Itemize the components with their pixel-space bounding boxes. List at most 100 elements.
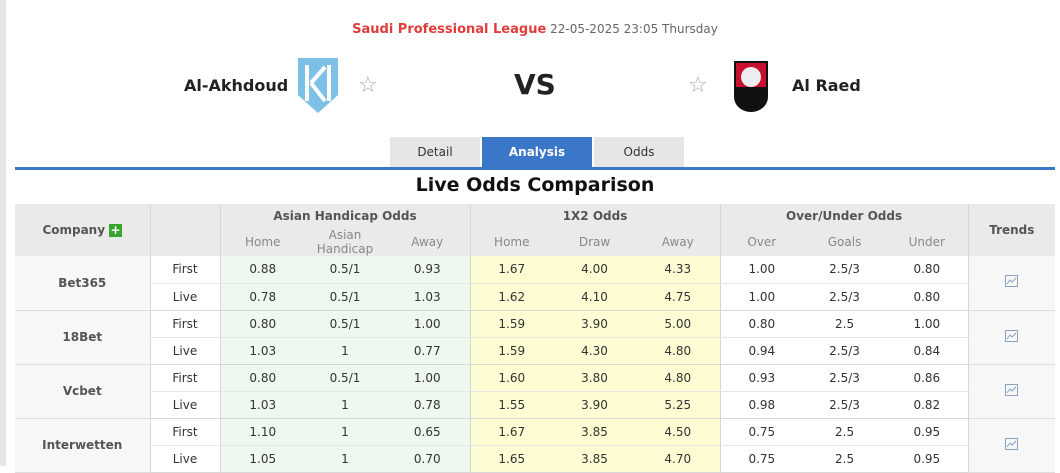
x12-odds-cell: 1.67 xyxy=(469,418,554,446)
company-name[interactable]: Interwetten xyxy=(15,418,150,473)
ah-odds-cell: 0.5/1 xyxy=(305,256,385,284)
ah-odds-cell: 1.05 xyxy=(219,445,305,473)
x12-odds-cell: 1.62 xyxy=(469,283,554,311)
ah-odds-cell: 0.70 xyxy=(385,445,471,473)
x12-odds-cell: 4.33 xyxy=(636,256,721,284)
ou-subheader: Goals xyxy=(803,228,887,256)
tab-bar: Detail Analysis Odds xyxy=(390,137,684,168)
table-row: Bet365 First 0.88 0.5/1 0.93 1.67 4.00 4.33 1.00… xyxy=(15,256,1056,311)
x12-odds-cell: 1.67 xyxy=(469,256,554,284)
away-team-logo xyxy=(734,61,768,112)
x12-odds-cell: 4.50 xyxy=(636,418,721,446)
x12-odds-cell: 1.59 xyxy=(469,337,554,365)
odds-type: First xyxy=(149,364,220,392)
company-name[interactable]: 18Bet xyxy=(15,310,150,365)
odds-type: Live xyxy=(149,337,220,365)
x12-header: 1X2 Odds xyxy=(469,204,721,228)
trend-chart-icon[interactable] xyxy=(1005,383,1019,396)
x12-odds-cell: 1.59 xyxy=(469,310,554,338)
ah-odds-cell: 1 xyxy=(305,391,385,419)
ou-subheader: Under xyxy=(886,228,969,256)
match-header: Saudi Professional League 22-05-2025 23:… xyxy=(15,22,1055,37)
ah-header: Asian Handicap Odds xyxy=(219,204,471,228)
ou-odds-cell: 2.5/3 xyxy=(803,391,887,419)
ou-odds-cell: 0.95 xyxy=(886,418,969,446)
x12-odds-cell: 4.10 xyxy=(553,283,637,311)
ou-subheader: Over xyxy=(719,228,804,256)
odds-type: First xyxy=(149,418,220,446)
ou-odds-cell: 1.00 xyxy=(719,283,804,311)
ou-odds-cell: 2.5 xyxy=(803,445,887,473)
tab-analysis[interactable]: Analysis xyxy=(482,137,592,168)
x12-subheader: Home xyxy=(469,228,554,256)
ou-odds-cell: 0.80 xyxy=(886,256,969,284)
ah-subheader: Home xyxy=(219,228,305,256)
trends-header: Trends xyxy=(967,204,1056,256)
table-row: Live 1.03 1 0.78 1.55 3.90 5.25 0.98 2.5/3 0.82 xyxy=(15,391,1055,419)
tab-odds[interactable]: Odds xyxy=(594,137,684,168)
ou-odds-cell: 1.00 xyxy=(886,310,969,338)
ou-odds-cell: 0.94 xyxy=(719,337,804,365)
ou-odds-cell: 2.5/3 xyxy=(803,337,887,365)
trend-chart-icon[interactable] xyxy=(1005,329,1019,342)
ou-odds-cell: 0.84 xyxy=(886,337,969,365)
x12-odds-cell: 1.55 xyxy=(469,391,554,419)
x12-subheader: Away xyxy=(636,228,721,256)
company-name[interactable]: Vcbet xyxy=(15,364,150,419)
favorite-home-star-icon[interactable]: ☆ xyxy=(358,73,378,98)
ou-odds-cell: 1.00 xyxy=(719,256,804,284)
ah-odds-cell: 0.5/1 xyxy=(305,364,385,392)
trend-chart-icon[interactable] xyxy=(1005,275,1019,288)
odds-type: Live xyxy=(149,283,220,311)
table-row: Vcbet First 0.80 0.5/1 1.00 1.60 3.80 4.80 0.93 2… xyxy=(15,364,1056,419)
x12-odds-cell: 3.90 xyxy=(553,310,637,338)
ah-odds-cell: 0.78 xyxy=(219,283,305,311)
favorite-away-star-icon[interactable]: ☆ xyxy=(688,73,708,98)
trends-cell xyxy=(967,418,1056,473)
vs-label: VS xyxy=(514,68,556,101)
x12-odds-cell: 3.80 xyxy=(553,364,637,392)
x12-odds-cell: 4.75 xyxy=(636,283,721,311)
ou-header: Over/Under Odds xyxy=(719,204,969,228)
trends-cell xyxy=(967,256,1056,311)
table-row: Live 0.78 0.5/1 1.03 1.62 4.10 4.75 1.00 2.5/3 0.… xyxy=(15,283,1055,311)
ah-odds-cell: 1 xyxy=(305,445,385,473)
ah-odds-cell: 1.00 xyxy=(385,310,471,338)
ah-odds-cell: 0.93 xyxy=(385,256,471,284)
ah-odds-cell: 0.5/1 xyxy=(305,310,385,338)
league-link[interactable]: Saudi Professional League xyxy=(352,22,547,37)
ou-odds-cell: 0.86 xyxy=(886,364,969,392)
ah-odds-cell: 0.65 xyxy=(385,418,471,446)
away-team-name[interactable]: Al Raed xyxy=(792,76,861,95)
company-name[interactable]: Bet365 xyxy=(15,256,150,311)
x12-odds-cell: 3.85 xyxy=(553,445,637,473)
ou-odds-cell: 0.93 xyxy=(719,364,804,392)
company-header: Company + xyxy=(15,204,150,256)
tab-detail[interactable]: Detail xyxy=(390,137,480,168)
x12-subheader: Draw xyxy=(553,228,637,256)
ah-subheader: Away xyxy=(385,228,471,256)
table-row: Live 1.05 1 0.70 1.65 3.85 4.70 0.75 2.5 0.95 xyxy=(15,445,1055,473)
ou-odds-cell: 0.75 xyxy=(719,418,804,446)
x12-odds-cell: 5.00 xyxy=(636,310,721,338)
x12-odds-cell: 4.30 xyxy=(553,337,637,365)
x12-odds-cell: 5.25 xyxy=(636,391,721,419)
ah-odds-cell: 0.78 xyxy=(385,391,471,419)
odds-type: Live xyxy=(149,391,220,419)
add-company-plus-icon[interactable]: + xyxy=(109,223,123,237)
ah-odds-cell: 0.77 xyxy=(385,337,471,365)
ah-odds-cell: 1 xyxy=(305,418,385,446)
match-datetime: 22-05-2025 23:05 Thursday xyxy=(550,22,718,36)
x12-odds-cell: 4.80 xyxy=(636,364,721,392)
ah-odds-cell: 0.80 xyxy=(219,310,305,338)
home-team-name[interactable]: Al-Akhdoud xyxy=(184,76,289,95)
trends-cell xyxy=(967,310,1056,365)
tab-underline xyxy=(15,167,1055,170)
ah-odds-cell: 1 xyxy=(305,337,385,365)
ou-odds-cell: 0.98 xyxy=(719,391,804,419)
ou-odds-cell: 0.95 xyxy=(886,445,969,473)
x12-odds-cell: 4.00 xyxy=(553,256,637,284)
home-team-logo xyxy=(298,58,338,113)
ah-odds-cell: 1.03 xyxy=(385,283,471,311)
trend-chart-icon[interactable] xyxy=(1005,437,1019,450)
